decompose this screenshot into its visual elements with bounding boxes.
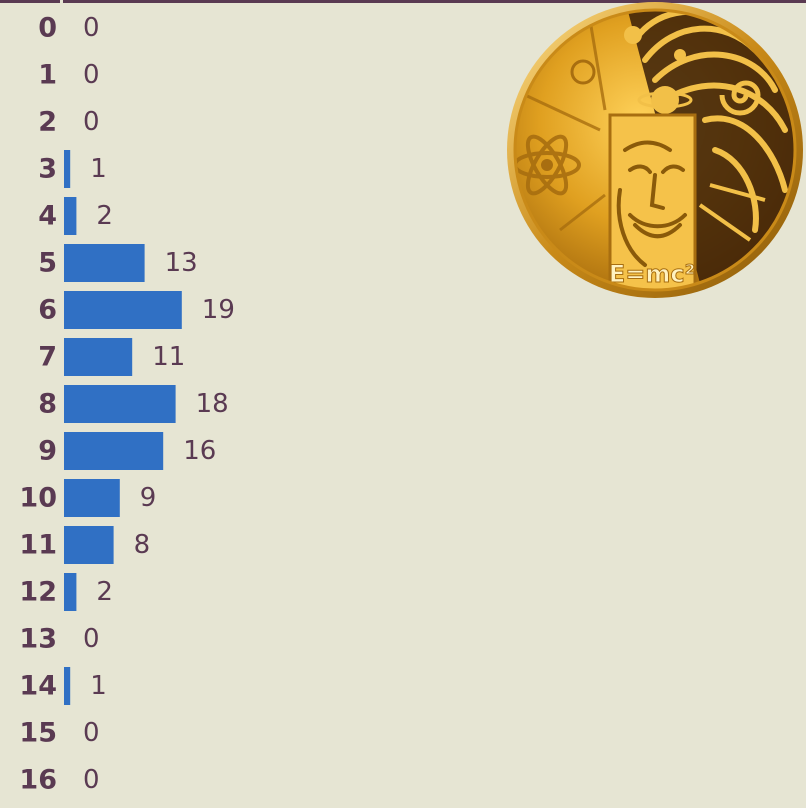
value-label: 1 [90, 154, 107, 184]
category-label: 6 [38, 295, 57, 326]
category-label: 13 [19, 624, 57, 655]
top-divider [0, 0, 806, 3]
value-label: 19 [202, 295, 235, 325]
value-label: 16 [183, 436, 216, 466]
bar [64, 197, 77, 235]
value-label: 0 [83, 718, 100, 748]
category-label: 7 [38, 342, 57, 373]
bar [64, 667, 71, 705]
category-label: 0 [38, 13, 57, 44]
value-label: 18 [196, 389, 229, 419]
value-label: 0 [83, 60, 100, 90]
bar [64, 291, 182, 329]
value-label: 13 [165, 248, 198, 278]
category-label: 4 [38, 201, 57, 232]
category-label: 3 [38, 154, 57, 185]
bar [64, 432, 164, 470]
category-label: 12 [19, 577, 57, 608]
value-label: 8 [134, 530, 151, 560]
coin-inscription: E=mc² [609, 260, 695, 288]
value-label: 9 [140, 483, 157, 513]
value-label: 0 [83, 107, 100, 137]
category-label: 1 [38, 60, 57, 91]
value-label: 1 [90, 671, 107, 701]
bar [64, 244, 145, 282]
category-label: 14 [19, 671, 57, 702]
value-label: 2 [96, 201, 113, 231]
value-label: 11 [152, 342, 185, 372]
category-label: 15 [19, 718, 57, 749]
category-label: 9 [38, 436, 57, 467]
value-label: 0 [83, 13, 100, 43]
category-label: 11 [19, 530, 57, 561]
bar [64, 150, 71, 188]
einstein-gold-coin-icon: E=mc² [507, 2, 803, 298]
category-label: 2 [38, 107, 57, 138]
value-label: 2 [96, 577, 113, 607]
bar [64, 526, 114, 564]
value-label: 0 [83, 765, 100, 795]
category-label: 16 [19, 765, 57, 796]
bar [64, 338, 133, 376]
bar [64, 385, 176, 423]
bar [64, 479, 120, 517]
category-label: 10 [19, 483, 57, 514]
category-label: 5 [38, 248, 57, 279]
value-label: 0 [83, 624, 100, 654]
top-divider-gap [60, 0, 63, 3]
category-label: 8 [38, 389, 57, 420]
bar [64, 573, 77, 611]
